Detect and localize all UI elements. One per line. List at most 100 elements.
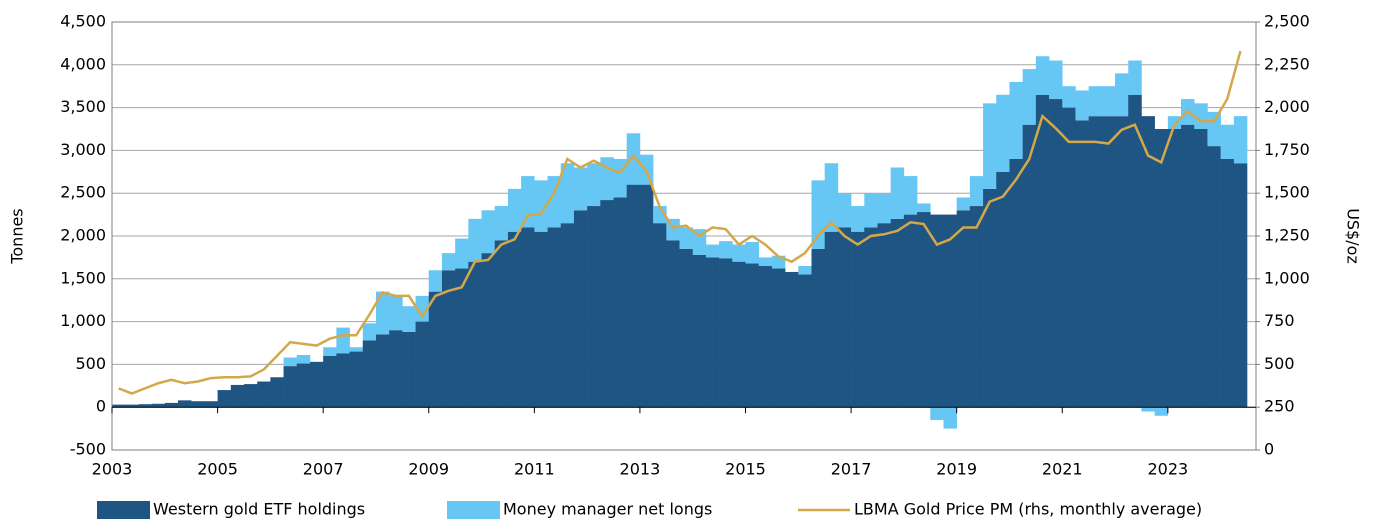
bar [1128, 60, 1142, 95]
bar [1141, 116, 1155, 408]
bar [692, 254, 707, 408]
bar [441, 270, 456, 408]
bar [481, 253, 496, 408]
bar [1233, 116, 1248, 164]
bar [415, 321, 430, 408]
bar [639, 184, 654, 408]
x-tick-label: 2019 [936, 460, 977, 479]
y2-tick-label: 1,500 [1264, 183, 1310, 202]
bar [890, 218, 905, 408]
bar [1181, 124, 1195, 408]
y-tick-label: 1,500 [60, 268, 106, 287]
bar [837, 193, 852, 228]
bar [758, 257, 773, 266]
bar [851, 231, 865, 408]
bar [1220, 158, 1235, 408]
bar [600, 157, 614, 201]
bar [534, 231, 548, 408]
bar [626, 184, 641, 408]
x-tick-label: 2015 [725, 460, 766, 479]
bar [705, 244, 720, 258]
bar [877, 193, 891, 224]
bar [125, 404, 139, 408]
bar [983, 103, 997, 189]
bar [573, 210, 588, 408]
bar [1088, 86, 1103, 117]
bar [349, 351, 364, 408]
bar [798, 274, 812, 408]
bar [1075, 120, 1089, 408]
bar [653, 223, 667, 408]
bar [679, 248, 694, 408]
bar [1088, 116, 1103, 408]
line-series [118, 50, 1242, 395]
plot-frame [111, 21, 1257, 451]
bar [1141, 407, 1155, 412]
bar [389, 330, 403, 408]
bar [903, 176, 918, 215]
bar [864, 227, 878, 408]
bar [943, 214, 957, 408]
bar [1062, 107, 1076, 408]
x-tick-label: 2009 [408, 460, 449, 479]
bar [1075, 90, 1089, 121]
bar [785, 271, 799, 408]
bar [1115, 73, 1129, 117]
bar [573, 167, 588, 211]
x-tick-label: 2017 [831, 460, 872, 479]
y-tick-label: 3,000 [60, 140, 106, 159]
bar [1049, 99, 1063, 408]
bar [917, 212, 931, 408]
bar [1154, 407, 1169, 416]
bar [930, 407, 944, 421]
bar [613, 197, 628, 408]
bar [428, 291, 443, 408]
x-tick-label: 2023 [1147, 460, 1188, 479]
bar [283, 357, 298, 367]
bar [375, 334, 390, 408]
bar [917, 203, 931, 213]
bar [1207, 146, 1221, 408]
x-tick-label: 2003 [92, 460, 133, 479]
bar [851, 206, 865, 232]
bar [1233, 163, 1248, 408]
bar [507, 188, 522, 232]
bar [507, 231, 522, 408]
bar [309, 361, 324, 408]
bar [547, 176, 562, 228]
y2-axis-label: US$/oz [1344, 208, 1363, 264]
bar [1009, 158, 1023, 408]
bar [243, 384, 258, 408]
bar [1049, 60, 1063, 100]
bar [679, 227, 694, 249]
bar [151, 403, 166, 408]
bar [943, 407, 957, 429]
y2-tick-label: 750 [1264, 311, 1295, 330]
bar [257, 381, 271, 408]
x-tick-label: 2007 [303, 460, 344, 479]
bar [375, 291, 390, 335]
bar [296, 363, 311, 408]
y2-tick-label: 0 [1264, 440, 1274, 459]
bar [323, 355, 337, 408]
bar [389, 295, 403, 331]
bar [600, 200, 614, 408]
y2-tick-label: 2,250 [1264, 54, 1310, 73]
bar [996, 94, 1010, 172]
bar [441, 253, 456, 271]
bar [903, 214, 918, 408]
y2-tick-label: 250 [1264, 397, 1295, 416]
y-tick-label: 4,500 [60, 12, 106, 31]
x-tick-label: 2005 [197, 460, 238, 479]
bar [877, 223, 891, 408]
bar [666, 240, 680, 408]
bar [455, 268, 469, 408]
bar [547, 227, 562, 408]
bar [138, 404, 152, 408]
bar [1207, 111, 1221, 147]
bar [230, 384, 245, 408]
y-tick-label: -500 [70, 440, 106, 459]
bar [1128, 94, 1142, 408]
bar [864, 193, 878, 228]
legend-swatch [97, 501, 150, 519]
